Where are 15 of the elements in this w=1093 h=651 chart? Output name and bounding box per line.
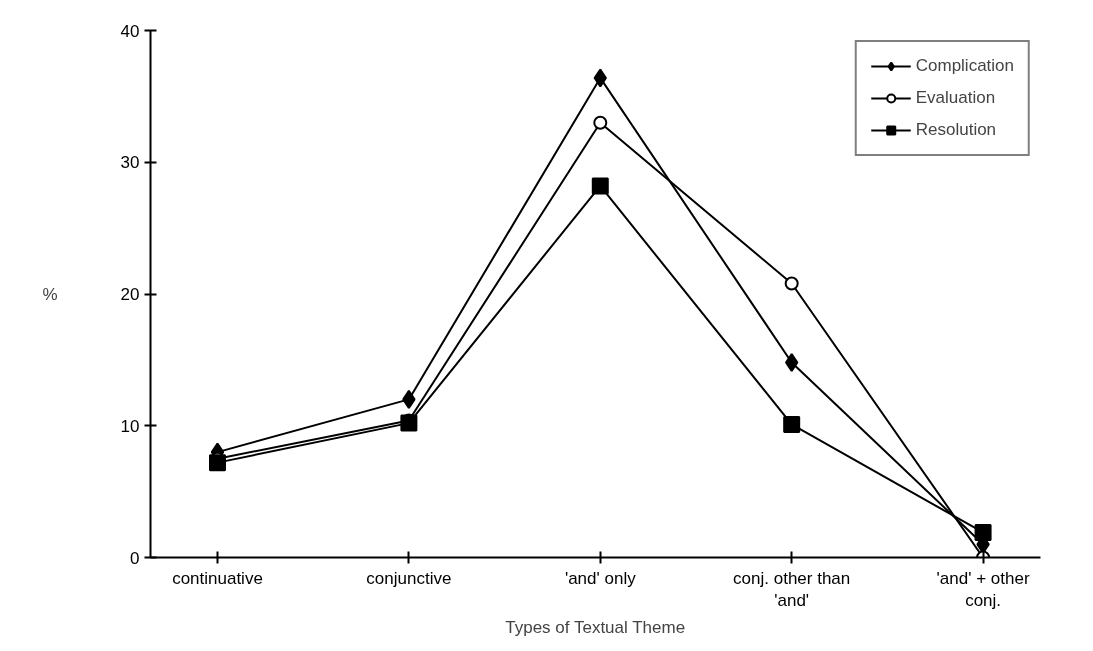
- y-tick-label: 20: [120, 285, 140, 304]
- y-axis-title: %: [42, 284, 58, 304]
- x-tick-label: continuative: [172, 568, 263, 588]
- y-tick-label: 30: [120, 153, 140, 173]
- x-axis-title: Types of Textual Theme: [505, 618, 686, 638]
- y-tick-label: 40: [120, 21, 140, 41]
- y-tick-label: 10: [120, 416, 140, 436]
- x-tick-label: 'and' + other conj.: [936, 568, 1030, 611]
- y-tick-label: 0: [130, 548, 140, 568]
- legend-label: Evaluation: [915, 88, 996, 108]
- x-tick-label: conj. other than 'and': [733, 568, 851, 611]
- x-tick-label: 'and' only: [564, 568, 637, 588]
- legend-label: Complication: [915, 56, 1014, 76]
- legend-label: Resolution: [915, 120, 997, 140]
- x-tick-label: conjunctive: [366, 568, 452, 588]
